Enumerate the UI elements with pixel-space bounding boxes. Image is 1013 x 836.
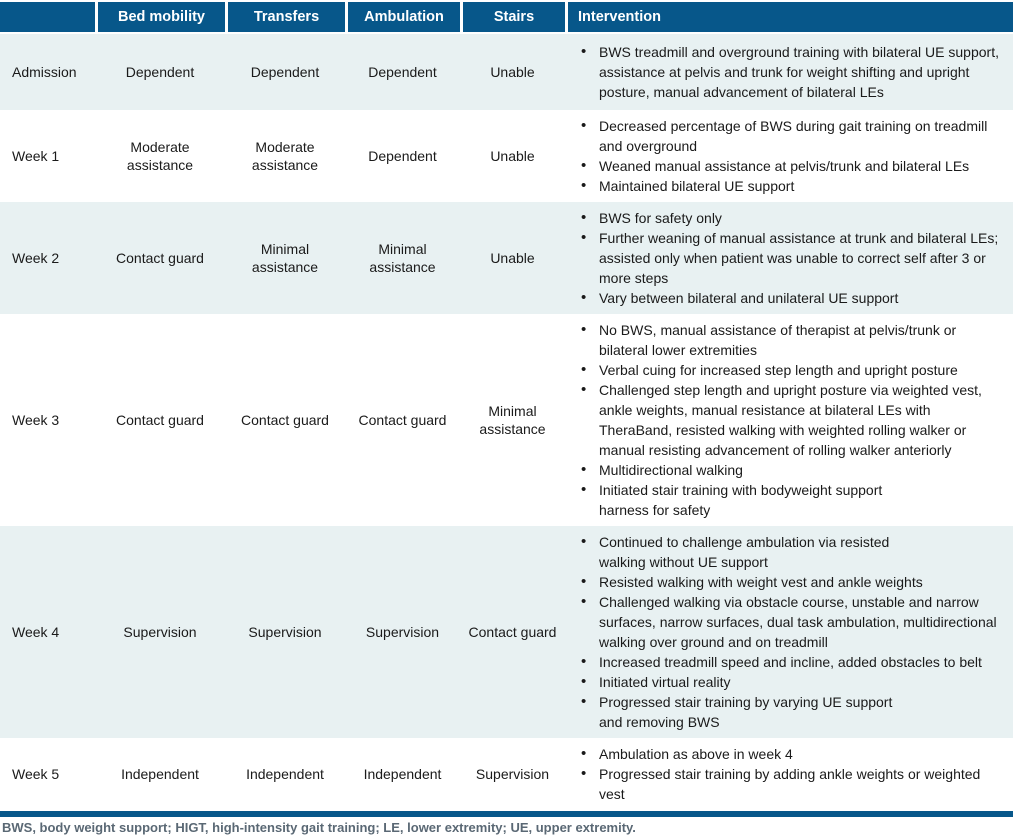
intervention-item: Increased treadmill speed and incline, a… <box>577 651 1007 672</box>
col-header-stairs: Stairs <box>460 2 565 34</box>
cell-transfers: Independent <box>246 766 324 783</box>
cell-transfers: Moderate assistance <box>251 138 319 174</box>
intervention-item: Progressed stair training by adding ankl… <box>577 763 1007 804</box>
intervention-item: BWS for safety only <box>577 207 1007 228</box>
row-label: Admission <box>0 34 95 110</box>
row-label: Week 3 <box>12 411 60 428</box>
abbreviations-footnote: BWS, body weight support; HIGT, high-int… <box>2 819 636 835</box>
cell-intervention: Decreased percentage of BWS during gait … <box>565 110 1013 202</box>
intervention-list: Decreased percentage of BWS during gait … <box>577 115 1007 197</box>
intervention-list: Ambulation as above in week 4 Progressed… <box>577 743 1007 804</box>
cell-ambulation: Supervision <box>345 526 460 739</box>
cell-bed-mobility: Moderate assistance <box>126 138 194 174</box>
row-label: Week 1 <box>12 147 60 164</box>
intervention-item: Challenged walking via obstacle course, … <box>577 591 1007 652</box>
cell-intervention: BWS treadmill and overground training wi… <box>565 34 1013 110</box>
cell-intervention: BWS for safety only Further weaning of m… <box>565 202 1013 315</box>
intervention-item: Weaned manual assistance at pelvis/trunk… <box>577 155 1007 176</box>
table-row-admission: Admission Dependent Dependent Dependent … <box>0 34 1013 110</box>
cell-stairs: Unable <box>460 34 565 110</box>
intervention-item: Resisted walking with weight vest and an… <box>577 571 1007 592</box>
intervention-item: Initiated stair training with bodyweight… <box>577 479 1007 520</box>
table-row-week-3: Week 3 Contact guard Contact guard Conta… <box>0 314 1013 526</box>
cell-stairs: Minimal assistance <box>479 402 546 438</box>
intervention-item: Further weaning of manual assistance at … <box>577 227 1007 288</box>
cell-ambulation: Dependent <box>345 34 460 110</box>
col-header-ambulation: Ambulation <box>345 2 460 34</box>
intervention-item: Progressed stair training by varying UE … <box>577 691 1007 732</box>
cell-stairs: Contact guard <box>460 526 565 739</box>
cell-transfers: Contact guard <box>241 411 329 428</box>
intervention-list: BWS for safety only Further weaning of m… <box>577 207 1007 309</box>
cell-ambulation: Independent <box>363 766 442 783</box>
table-row-week-1: Week 1 Moderate assistance Moderate assi… <box>0 110 1013 202</box>
intervention-item: Challenged step length and upright postu… <box>577 379 1007 460</box>
cell-stairs: Supervision <box>475 766 550 783</box>
cell-intervention: Continued to challenge ambulation via re… <box>565 526 1013 739</box>
cell-intervention: No BWS, manual assistance of therapist a… <box>565 314 1013 526</box>
cell-bed-mobility: Contact guard <box>95 202 225 315</box>
col-header-blank <box>0 2 95 34</box>
cell-stairs: Unable <box>460 202 565 315</box>
cell-transfers: Minimal assistance <box>225 202 345 315</box>
row-label: Week 4 <box>0 526 95 739</box>
cell-ambulation: Minimal assistance <box>345 202 460 315</box>
intervention-item: Initiated virtual reality <box>577 671 1007 692</box>
col-header-transfers: Transfers <box>225 2 345 34</box>
intervention-item: Ambulation as above in week 4 <box>577 743 1007 764</box>
intervention-list: No BWS, manual assistance of therapist a… <box>577 319 1007 520</box>
intervention-item: BWS treadmill and overground training wi… <box>577 41 1007 102</box>
cell-stairs: Unable <box>490 147 535 164</box>
intervention-list: BWS treadmill and overground training wi… <box>577 41 1007 102</box>
cell-transfers: Supervision <box>225 526 345 739</box>
cell-bed-mobility: Contact guard <box>116 411 204 428</box>
cell-bed-mobility: Supervision <box>95 526 225 739</box>
col-header-bed-mobility: Bed mobility <box>95 2 225 34</box>
intervention-item: Vary between bilateral and unilateral UE… <box>577 287 1007 308</box>
cell-bed-mobility: Dependent <box>95 34 225 110</box>
row-label: Week 2 <box>0 202 95 315</box>
cell-ambulation: Dependent <box>368 147 437 164</box>
table-header-row: Bed mobility Transfers Ambulation Stairs… <box>0 2 1013 34</box>
intervention-item: Decreased percentage of BWS during gait … <box>577 115 1007 156</box>
intervention-item: Verbal cuing for increased step length a… <box>577 359 1007 380</box>
cell-transfers: Dependent <box>225 34 345 110</box>
cell-intervention: Ambulation as above in week 4 Progressed… <box>565 738 1013 810</box>
intervention-item: Maintained bilateral UE support <box>577 175 1007 196</box>
table-row-week-2: Week 2 Contact guard Minimal assistance … <box>0 202 1013 315</box>
cell-ambulation: Contact guard <box>358 411 447 428</box>
table-row-week-4: Week 4 Supervision Supervision Supervisi… <box>0 526 1013 739</box>
intervention-item: Multidirectional walking <box>577 459 1007 480</box>
intervention-item: No BWS, manual assistance of therapist a… <box>577 319 1007 360</box>
table-row-week-5: Week 5 Independent Independent Independe… <box>0 738 1013 810</box>
row-label: Week 5 <box>12 766 60 783</box>
col-header-intervention: Intervention <box>565 2 1013 34</box>
intervention-item: Continued to challenge ambulation via re… <box>577 531 1007 572</box>
cell-bed-mobility: Independent <box>121 766 199 783</box>
intervention-list: Continued to challenge ambulation via re… <box>577 531 1007 732</box>
